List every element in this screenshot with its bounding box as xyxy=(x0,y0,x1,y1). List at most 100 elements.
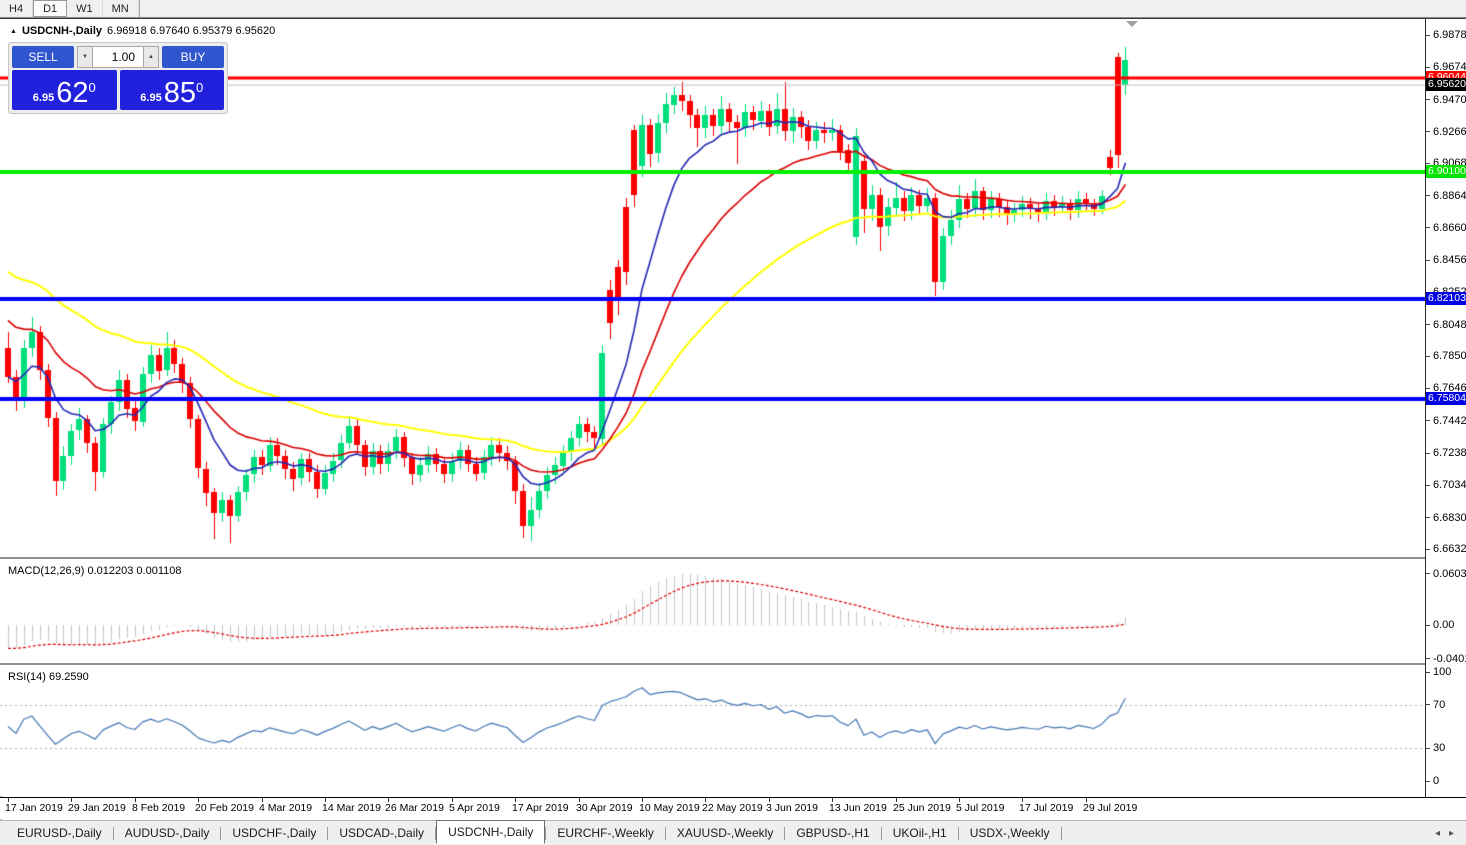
date-axis-label: 8 Feb 2019 xyxy=(132,802,186,814)
timeframe-toolbar: H4 D1 W1 MN xyxy=(0,0,1466,18)
tab-scroll-left-icon[interactable]: ◂ xyxy=(1434,827,1440,839)
rsi-axis-tick-label: 100 xyxy=(1426,666,1451,678)
timeframe-d1-button[interactable]: D1 xyxy=(33,0,68,17)
volume-decrease-button[interactable]: ▼ xyxy=(77,46,93,68)
macd-rsi-pane-separator[interactable] xyxy=(0,663,1466,666)
rsi-axis-tick-label: 0 xyxy=(1426,775,1439,787)
date-axis-tick xyxy=(515,798,516,802)
date-axis-tick xyxy=(1086,798,1087,802)
buy-price-box[interactable]: 6.95 85 0 xyxy=(119,70,224,110)
price-axis[interactable]: 6.987806.967406.947006.926606.906806.886… xyxy=(1425,19,1466,797)
date-axis-label: 30 Apr 2019 xyxy=(576,802,633,814)
tab-separator xyxy=(957,826,959,840)
price-axis-tick-label: 6.74420 xyxy=(1426,415,1466,427)
chart-tab-audusd-daily[interactable]: AUDUSD-,Daily xyxy=(124,826,210,840)
price-axis-tick-label: 6.66320 xyxy=(1426,543,1466,555)
volume-input[interactable]: 1.00 xyxy=(93,46,143,68)
date-axis-tick xyxy=(388,798,389,802)
price-axis-tick-label: 6.92660 xyxy=(1426,126,1466,138)
chart-window-top-border xyxy=(0,18,1466,19)
timeframe-mn-button[interactable]: MN xyxy=(103,0,139,17)
chart-tab-usdx-weekly[interactable]: USDX-,Weekly xyxy=(969,826,1050,840)
date-axis[interactable]: 17 Jan 2019 29 Jan 2019 8 Feb 2019 20 Feb 2… xyxy=(0,797,1466,819)
volume-increase-button[interactable]: ▲ xyxy=(143,46,159,68)
date-axis-label: 17 Apr 2019 xyxy=(512,802,569,814)
date-axis-tick xyxy=(832,798,833,802)
tab-separator xyxy=(784,826,786,840)
date-axis-label: 3 Jun 2019 xyxy=(766,802,818,814)
date-axis-label: 4 Mar 2019 xyxy=(259,802,313,814)
date-axis-tick xyxy=(8,798,9,802)
date-axis-label: 14 Mar 2019 xyxy=(322,802,381,814)
date-axis-tick xyxy=(262,798,263,802)
rsi-axis-tick-label: 30 xyxy=(1426,742,1445,754)
tab-separator xyxy=(435,826,437,840)
rsi-indicator-label: RSI(14) 69.2590 xyxy=(8,671,89,683)
date-axis-label: 25 Jun 2019 xyxy=(893,802,951,814)
chart-title: ▲ USDCNH-,Daily 6.96918 6.97640 6.95379 … xyxy=(10,25,275,37)
chart-tab-bar: EURUSD-,Daily AUDUSD-,Daily USDCHF-,Daily U… xyxy=(0,820,1466,845)
buy-price-point: 0 xyxy=(195,80,204,95)
sell-price-base: 6.95 xyxy=(32,92,55,104)
buy-price-pips: 85 xyxy=(163,77,196,109)
timeframe-w1-button[interactable]: W1 xyxy=(67,0,103,17)
price-axis-tick-label: 6.68300 xyxy=(1426,512,1466,524)
macd-axis-tick-label: 0.060329 xyxy=(1426,568,1466,580)
date-axis-tick xyxy=(896,798,897,802)
tab-separator xyxy=(664,826,666,840)
one-click-trading-panel: SELL ▼ 1.00 ▲ BUY 6.95 62 0 6.95 85 0 xyxy=(8,42,228,114)
price-axis-tick-label: 6.78500 xyxy=(1426,350,1466,362)
date-axis-tick xyxy=(71,798,72,802)
macd-indicator-label: MACD(12,26,9) 0.012203 0.001108 xyxy=(8,565,182,577)
sell-price-box[interactable]: 6.95 62 0 xyxy=(12,70,117,110)
chart-tab-ukoil-h1[interactable]: UKOil-,H1 xyxy=(892,826,947,840)
date-axis-tick xyxy=(769,798,770,802)
macd-axis-tick-label: 0.00 xyxy=(1426,619,1454,631)
date-axis-label: 5 Jul 2019 xyxy=(956,802,1005,814)
price-axis-tick-label: 6.76460 xyxy=(1426,382,1466,394)
sell-price-pips: 62 xyxy=(56,77,89,109)
date-axis-label: 20 Feb 2019 xyxy=(195,802,254,814)
main-macd-pane-separator[interactable] xyxy=(0,557,1466,560)
price-axis-tick-label: 6.80480 xyxy=(1426,319,1466,331)
timeframe-h4-button[interactable]: H4 xyxy=(0,0,34,17)
date-axis-label: 29 Jul 2019 xyxy=(1083,802,1138,814)
price-axis-tick-label: 6.70340 xyxy=(1426,479,1466,491)
sell-price-point: 0 xyxy=(88,80,96,95)
date-axis-label: 29 Jan 2019 xyxy=(68,802,126,814)
tab-scroll-right-icon[interactable]: ▸ xyxy=(1448,827,1454,839)
price-axis-tick-label: 6.72380 xyxy=(1426,447,1466,459)
support-price-tag: 6.90100 xyxy=(1426,165,1466,179)
chart-tab-usdcad-daily[interactable]: USDCAD-,Daily xyxy=(339,826,425,840)
macd-axis-tick-label: -0.040135 xyxy=(1426,653,1466,665)
tab-separator xyxy=(327,826,329,840)
macd-indicator-canvas[interactable] xyxy=(0,560,1425,663)
price-axis-tick-label: 6.98780 xyxy=(1426,29,1466,41)
date-axis-label: 17 Jul 2019 xyxy=(1019,802,1074,814)
sell-button[interactable]: SELL xyxy=(12,46,74,68)
date-axis-tick xyxy=(642,798,643,802)
chart-tab-gbpusd-h1[interactable]: GBPUSD-,H1 xyxy=(796,826,870,840)
tab-separator xyxy=(112,826,114,840)
chart-autoscroll-marker-icon xyxy=(1126,21,1138,27)
tab-separator xyxy=(1060,826,1062,840)
collapse-arrow-icon[interactable]: ▲ xyxy=(10,27,17,35)
price-axis-tick-label: 6.96740 xyxy=(1426,61,1466,73)
chart-tab-usdcnh-daily[interactable]: USDCNH-,Daily xyxy=(436,820,546,844)
rsi-indicator-canvas[interactable] xyxy=(0,666,1425,796)
buy-button[interactable]: BUY xyxy=(162,46,224,68)
price-chart-canvas[interactable] xyxy=(0,19,1425,557)
price-axis-tick-label: 6.94700 xyxy=(1426,94,1466,106)
chart-tab-eurchf-weekly[interactable]: EURCHF-,Weekly xyxy=(557,826,654,840)
chart-tab-usdchf-daily[interactable]: USDCHF-,Daily xyxy=(232,826,317,840)
date-axis-label: 22 May 2019 xyxy=(702,802,763,814)
date-axis-label: 17 Jan 2019 xyxy=(5,802,63,814)
date-axis-tick xyxy=(198,798,199,802)
chart-tab-eurusd-daily[interactable]: EURUSD-,Daily xyxy=(17,826,102,840)
date-axis-tick xyxy=(579,798,580,802)
chart-tab-xauusd-weekly[interactable]: XAUUSD-,Weekly xyxy=(676,826,774,840)
price-axis-tick-label: 6.84560 xyxy=(1426,254,1466,266)
tab-separator xyxy=(880,826,882,840)
date-axis-label: 26 Mar 2019 xyxy=(385,802,444,814)
